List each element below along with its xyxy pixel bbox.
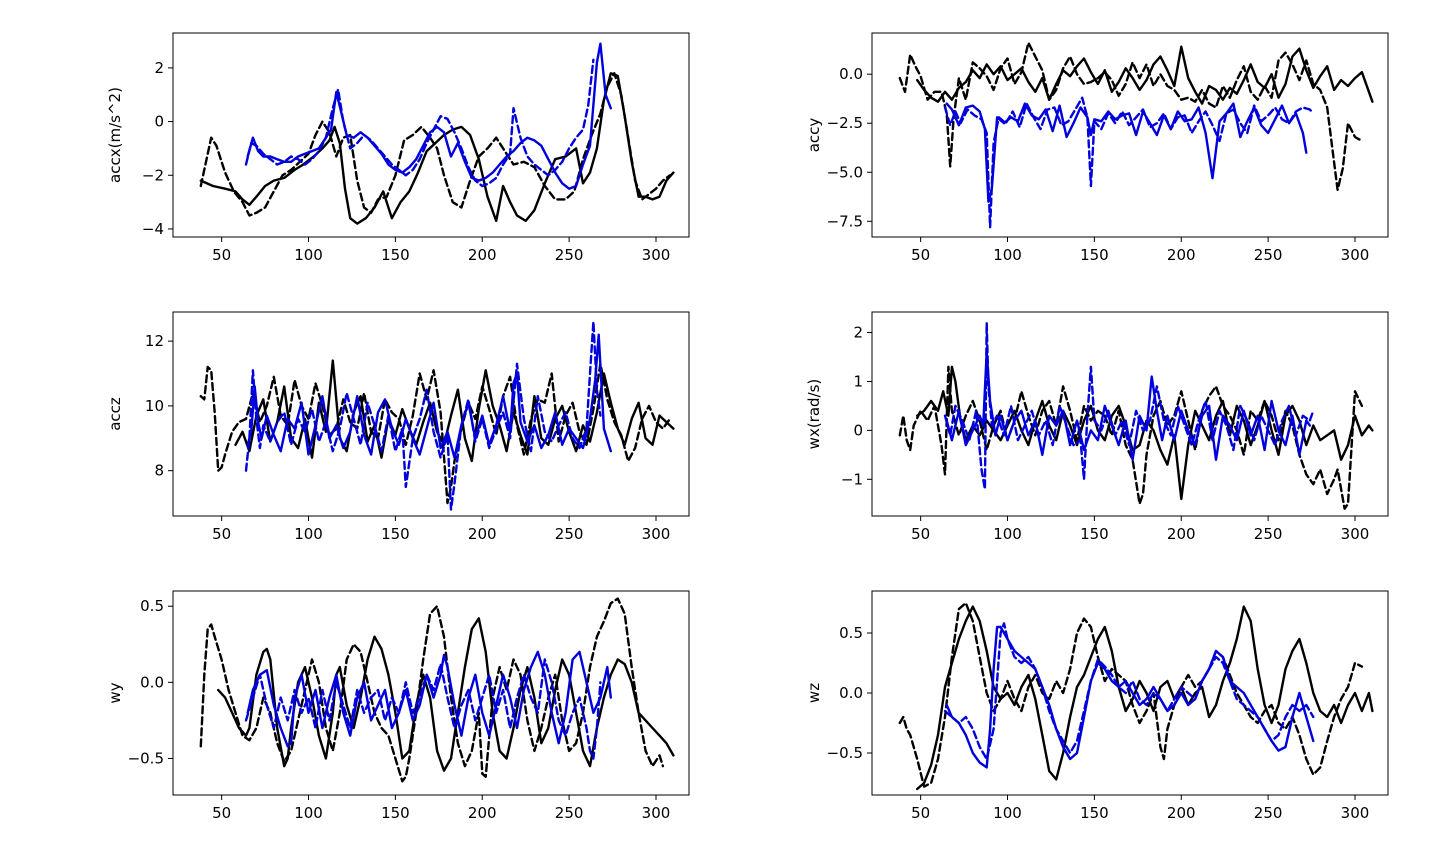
x-tick-label: 50 (911, 246, 930, 264)
y-tick-label: 1 (853, 372, 863, 390)
y-tick-label: 0.5 (140, 597, 164, 615)
x-tick-label: 300 (642, 246, 671, 264)
series-line-3-solid (246, 650, 612, 748)
x-tick-label: 100 (294, 804, 323, 822)
subplot-2: 50 100 150 200 250 300 −7.5 −5.0 −2.5 0.0 accy (805, 32, 1389, 264)
x-tick-label: 200 (1167, 525, 1196, 543)
x-tick-label: 300 (642, 525, 671, 543)
series-line-3-solid (945, 625, 1315, 769)
y-axis-label: wy (106, 682, 124, 703)
series-line-2-dashed (898, 601, 1364, 788)
series-line-1-solid (916, 45, 1374, 105)
y-tick-label: −1 (841, 470, 863, 488)
y-tick-label: −5.0 (827, 163, 863, 181)
x-tick-label: 200 (468, 246, 497, 264)
axes-frame (871, 311, 1389, 517)
series-line-2-dashed (199, 72, 672, 217)
x-tick-label: 150 (381, 525, 410, 543)
x-tick-label: 50 (911, 804, 930, 822)
x-tick-label: 50 (212, 525, 231, 543)
y-tick-label: −7.5 (827, 212, 863, 230)
y-axis-label: accz (106, 397, 124, 431)
axes-frame (871, 32, 1389, 238)
subplot-6: 50 100 150 200 250 300 −0.5 0.0 0.5 wz (805, 590, 1389, 822)
x-tick-label: 150 (381, 246, 410, 264)
y-tick-label: 10 (145, 397, 164, 415)
x-tick-label: 250 (555, 525, 584, 543)
x-tick-label: 50 (911, 525, 930, 543)
series-line-4-dashed (244, 320, 602, 511)
y-tick-label: 0.5 (839, 624, 863, 642)
subplot-3: 50 100 150 200 250 300 8 10 12 accz (106, 311, 690, 543)
plot-area (199, 42, 675, 225)
subplot-1: 50 100 150 200 250 300 −4 −2 0 2 accx(m/s^2) (106, 32, 690, 264)
plot-area (199, 320, 675, 511)
series-line-4-dashed (244, 58, 595, 188)
x-tick-label: 50 (212, 246, 231, 264)
x-tick-label: 100 (294, 525, 323, 543)
x-tick-label: 150 (1080, 246, 1109, 264)
x-tick-label: 200 (468, 804, 497, 822)
y-tick-label: 0.0 (140, 673, 164, 691)
x-tick-label: 100 (993, 804, 1022, 822)
axes-frame (172, 311, 690, 517)
y-tick-label: 12 (145, 332, 164, 350)
x-tick-label: 250 (555, 804, 584, 822)
x-tick-label: 200 (468, 525, 497, 543)
series-line-2-dashed (199, 597, 665, 783)
x-tick-label: 150 (1080, 525, 1109, 543)
y-tick-label: −4 (142, 220, 164, 238)
x-tick-label: 150 (381, 804, 410, 822)
x-tick-label: 250 (555, 246, 584, 264)
y-axis-label: wz (805, 683, 823, 703)
x-tick-label: 300 (1341, 804, 1370, 822)
y-axis-label: accx(m/s^2) (106, 87, 124, 183)
series-line-4-dashed (244, 658, 602, 760)
x-tick-label: 250 (1254, 525, 1283, 543)
x-tick-label: 250 (1254, 246, 1283, 264)
y-tick-label: 0 (154, 113, 164, 131)
series-line-4-dashed (943, 321, 1315, 491)
y-axis-label: accy (805, 118, 823, 153)
y-tick-label: 2 (853, 324, 863, 342)
axes-frame (172, 32, 690, 238)
series-line-1-solid (234, 359, 675, 463)
x-tick-label: 200 (1167, 804, 1196, 822)
subplot-5: 50 100 150 200 250 300 −0.5 0.0 0.5 wy (106, 590, 690, 822)
y-axis-label: wx(rad/s) (805, 379, 823, 450)
plot-area (898, 601, 1374, 791)
plot-area (199, 597, 675, 783)
axes-frame (172, 590, 690, 796)
series-line-1-solid (916, 605, 1374, 791)
series-line-3-solid (246, 333, 612, 459)
y-tick-label: 0 (853, 421, 863, 439)
plot-area (898, 41, 1374, 229)
y-tick-label: −2 (142, 166, 164, 184)
x-tick-label: 150 (1080, 804, 1109, 822)
x-tick-label: 300 (1341, 246, 1370, 264)
x-tick-label: 100 (993, 525, 1022, 543)
series-line-1-solid (217, 617, 675, 772)
series-line-2-dashed (199, 362, 672, 505)
x-tick-label: 200 (1167, 246, 1196, 264)
y-tick-label: −0.5 (827, 744, 863, 762)
series-line-2-dashed (898, 41, 1364, 192)
x-tick-label: 100 (993, 246, 1022, 264)
y-tick-label: −0.5 (128, 749, 164, 767)
x-tick-label: 300 (642, 804, 671, 822)
x-tick-label: 300 (1341, 525, 1370, 543)
x-tick-label: 50 (212, 804, 231, 822)
y-tick-label: 2 (154, 59, 164, 77)
y-tick-label: −2.5 (827, 114, 863, 132)
series-line-4-dashed (943, 96, 1315, 229)
y-tick-label: 0.0 (839, 684, 863, 702)
y-tick-label: 8 (154, 462, 164, 480)
plot-area (898, 321, 1374, 510)
x-tick-label: 250 (1254, 804, 1283, 822)
y-tick-label: 0.0 (839, 65, 863, 83)
subplot-4: 50 100 150 200 250 300 −1 0 1 2 wx(rad/s) (805, 311, 1389, 543)
series-line-4-dashed (943, 622, 1315, 761)
x-tick-label: 100 (294, 246, 323, 264)
